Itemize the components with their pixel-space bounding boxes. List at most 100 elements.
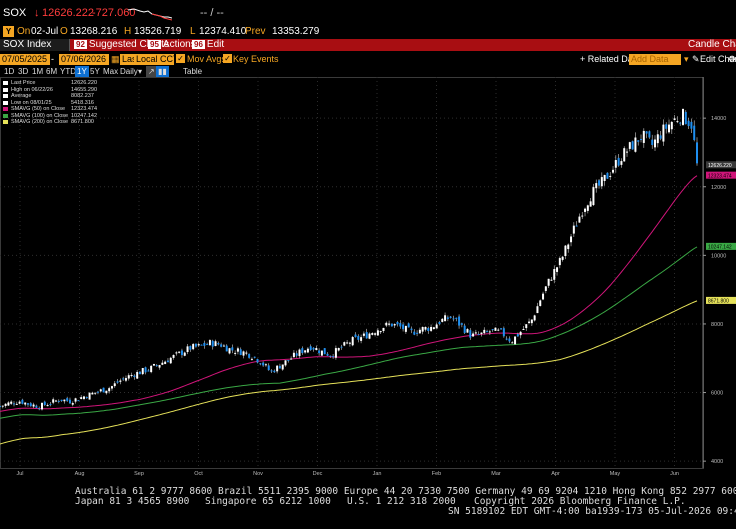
price-label-text: 8671.800: [708, 299, 729, 305]
candle-body: [287, 360, 290, 362]
suggested-charts-menu[interactable]: 92 Suggested Charts: [74, 39, 169, 51]
related-data-button[interactable]: + Related Data: [580, 54, 641, 64]
candle-body: [35, 405, 38, 408]
candle-body: [262, 362, 265, 366]
range-5y[interactable]: 5Y: [90, 67, 100, 76]
actions-menu[interactable]: 95 Actions: [148, 39, 196, 51]
low-label: L: [190, 26, 196, 37]
candle-body: [690, 121, 693, 129]
candle-body: [186, 346, 189, 352]
edit-chart-button[interactable]: Edit Chart: [700, 54, 736, 64]
key-events-checkbox[interactable]: ✓: [223, 54, 232, 63]
table-button[interactable]: Table: [183, 67, 203, 76]
candle-body: [122, 378, 125, 380]
frequency-select[interactable]: Daily: [120, 67, 138, 76]
candle-body: [413, 331, 416, 335]
candle-body: [662, 124, 665, 142]
candle-body: [290, 358, 293, 360]
candle-body: [267, 365, 270, 371]
candle-body: [315, 348, 318, 351]
candle-body: [584, 208, 587, 212]
candle-body: [354, 334, 357, 338]
candle-body: [38, 408, 41, 410]
chart-canvas[interactable]: 4000 6000 8000 10000 12000 14000 Jul Aug Sep Oct N…: [0, 77, 736, 477]
candle-body: [687, 120, 690, 127]
x-month-label: Feb: [432, 471, 441, 477]
candle-body: [418, 329, 421, 334]
candle-body: [183, 352, 186, 356]
candle-body: [52, 399, 55, 403]
candle-chart-icon[interactable]: ▮▮: [156, 66, 169, 77]
mov-avgs-checkbox[interactable]: ✓: [176, 54, 185, 63]
settings-icon[interactable]: ⚙: [728, 54, 736, 64]
range-6m[interactable]: 6M: [46, 67, 58, 76]
candle-body: [74, 398, 77, 402]
dropdown-chevron-icon[interactable]: ▾: [684, 54, 689, 64]
candle-body: [620, 161, 623, 165]
candle-body: [320, 350, 323, 356]
x-month-label: Apr: [551, 471, 560, 477]
candle-body: [424, 326, 427, 330]
candle-body: [360, 337, 363, 341]
frequency-chevron-icon[interactable]: ▾: [138, 67, 143, 76]
candle-body: [416, 332, 419, 334]
candle-body: [469, 330, 472, 338]
candle-body: [427, 328, 430, 331]
legend-swatch: [3, 120, 8, 124]
candle-body: [612, 169, 615, 173]
candle-body: [178, 351, 181, 353]
candle-body: [640, 139, 643, 141]
calendar-icon[interactable]: ▦: [111, 54, 120, 64]
security-field[interactable]: SOX Index: [0, 39, 70, 51]
range-ytd[interactable]: YTD: [60, 67, 76, 76]
candle-body: [665, 124, 668, 129]
candle-body: [530, 319, 533, 324]
actions-num-badge: 95: [148, 40, 161, 49]
candle-chart[interactable]: 4000 6000 8000 10000 12000 14000 Jul Aug Sep Oct N…: [0, 77, 736, 477]
pencil-icon[interactable]: ✎: [692, 54, 700, 64]
footer-session: SN 5189102 EDT GMT-4:00 ba1939-173 05-Ju…: [448, 506, 736, 517]
edit-num-badge: 96: [192, 40, 205, 49]
end-date-field[interactable]: 07/06/2026: [59, 54, 109, 65]
candle-body: [136, 372, 139, 379]
candle-body: [343, 342, 346, 346]
x-month-label: Oct: [194, 471, 203, 477]
ticker-symbol[interactable]: SOX: [3, 7, 27, 19]
function-toolbar: SOX Index 92 Suggested Charts 95 Actions 9…: [0, 39, 736, 51]
currency-field[interactable]: Local CCY: [134, 54, 180, 65]
candle-body: [108, 388, 111, 392]
candle-body: [570, 236, 573, 243]
range-max[interactable]: Max: [103, 67, 119, 76]
candle-body: [488, 331, 491, 333]
candle-body: [561, 256, 564, 260]
candle-body: [404, 325, 407, 332]
candle-body: [77, 400, 80, 402]
candle-body: [234, 352, 237, 354]
price-change: -727.060: [92, 7, 136, 19]
yellow-key-badge[interactable]: Y: [3, 26, 14, 37]
candle-body: [371, 333, 374, 335]
candle-body: [578, 216, 581, 223]
mov-avgs-label: Mov Avgs: [187, 54, 226, 64]
candle-body: [166, 360, 169, 363]
add-data-field[interactable]: Add Data: [629, 54, 681, 65]
candle-body: [483, 329, 486, 334]
candle-body: [558, 258, 561, 266]
range-3d[interactable]: 3D: [18, 67, 29, 76]
start-date-field[interactable]: 07/05/2025: [0, 54, 50, 65]
candle-body: [318, 350, 321, 354]
legend-value: 8082.237: [71, 93, 94, 99]
range-1y[interactable]: 1Y: [75, 66, 89, 77]
range-buttons: 1D 3D 1M 6M YTD 1Y 5Y Max Daily ▾ ↗ ▮▮ T…: [0, 66, 736, 77]
range-1d[interactable]: 1D: [4, 67, 15, 76]
candle-body: [46, 405, 49, 407]
candle-body: [486, 331, 489, 333]
candle-body: [648, 131, 651, 138]
range-1m[interactable]: 1M: [32, 67, 44, 76]
candle-body: [474, 332, 477, 334]
price-label-box: [706, 171, 736, 179]
candle-body: [312, 347, 315, 350]
edit-menu[interactable]: 96 Edit: [192, 39, 224, 51]
line-chart-icon[interactable]: ↗: [146, 66, 157, 77]
candle-body: [208, 340, 211, 346]
